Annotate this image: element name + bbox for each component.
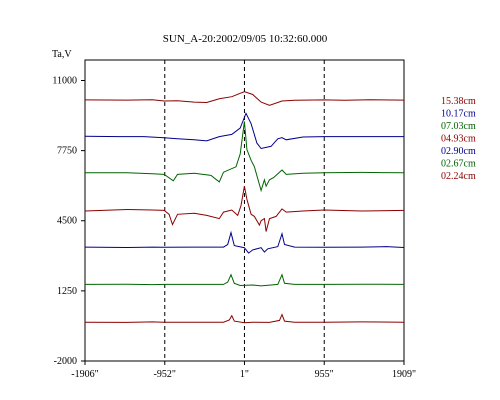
y-tick-label-2: 4500 xyxy=(57,216,77,227)
y-axis-label: Ta,V xyxy=(52,49,72,60)
legend-entry-6: 02.24cm xyxy=(441,171,476,182)
x-tick-label-4: 1909" xyxy=(392,369,416,380)
y-axis-ticks: 11000 7750 4500 1250 -2000 xyxy=(52,75,85,367)
y-tick-label-1: 7750 xyxy=(57,146,77,157)
series-line-5 xyxy=(84,273,405,287)
x-tick-label-0: -1906" xyxy=(71,369,98,380)
series-line-6 xyxy=(84,313,405,324)
legend-entry-3: 04.93cm xyxy=(441,134,476,145)
series-line-1 xyxy=(84,112,404,150)
y-tick-label-3: 1250 xyxy=(57,286,77,297)
x-tick-label-3: 955" xyxy=(315,369,334,380)
x-tick-label-1: -952" xyxy=(154,369,176,380)
legend-entry-1: 10.17cm xyxy=(441,109,476,120)
series-line-2 xyxy=(85,121,405,193)
x-tick-label-2: 1" xyxy=(240,369,249,380)
x-axis-ticks: -1906" -952" 1" 955" 1909" xyxy=(71,361,416,380)
y-tick-label-4: -2000 xyxy=(54,356,77,367)
legend-entry-0: 15.38cm xyxy=(441,96,476,107)
y-tick-label-0: 11000 xyxy=(52,75,77,86)
legend-entry-2: 07.03cm xyxy=(441,121,476,132)
legend-entry-4: 02.90cm xyxy=(441,146,476,157)
series-line-4 xyxy=(84,230,405,254)
series-line-3 xyxy=(84,186,405,232)
chart-title: SUN_A-20:2002/09/05 10:32:60.000 xyxy=(163,33,328,45)
legend-entry-5: 02.67cm xyxy=(441,159,476,170)
series-lines xyxy=(84,91,405,324)
series-line-0 xyxy=(84,91,405,106)
